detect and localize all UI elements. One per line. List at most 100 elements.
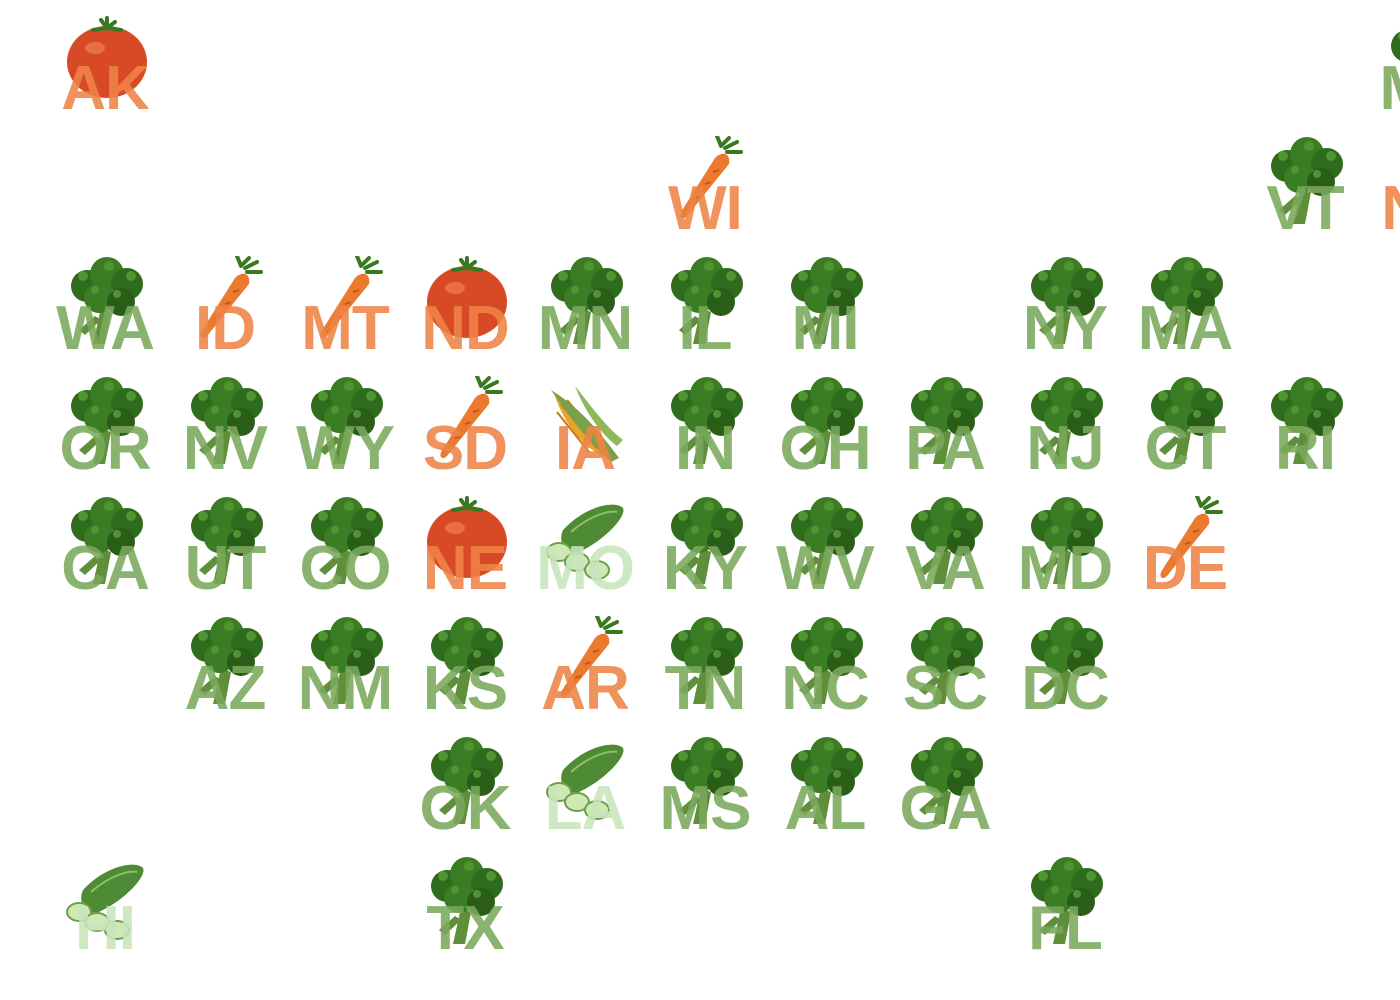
state-tile-ar: AR	[525, 616, 645, 736]
state-abbreviation: DE	[1142, 534, 1228, 603]
state-tile-nh: NH	[1365, 136, 1400, 256]
broccoli-icon	[1025, 376, 1109, 466]
state-abbreviation: UT	[184, 534, 267, 603]
state-tile-ct: CT	[1125, 376, 1245, 496]
state-tile-mi: MI	[765, 256, 885, 376]
state-tile-il: IL	[645, 256, 765, 376]
state-tile-or: OR	[45, 376, 165, 496]
state-tile-md: MD	[1005, 496, 1125, 616]
state-abbreviation: NJ	[1026, 414, 1104, 483]
broccoli-icon	[1145, 376, 1229, 466]
state-abbreviation: GA	[899, 774, 992, 843]
state-abbreviation: TN	[664, 654, 747, 723]
broccoli-icon	[905, 496, 989, 586]
broccoli-icon	[665, 376, 749, 466]
broccoli-icon	[425, 856, 509, 946]
state-abbreviation: RI	[1275, 414, 1336, 483]
broccoli-icon	[1145, 256, 1229, 346]
state-tile-mt: MT	[285, 256, 405, 376]
state-abbreviation: MA	[1137, 294, 1233, 363]
state-tile-pa: PA	[885, 376, 1005, 496]
state-tile-al: AL	[765, 736, 885, 856]
state-abbreviation: VA	[905, 534, 986, 603]
broccoli-icon	[1025, 496, 1109, 586]
state-abbreviation: SC	[902, 654, 988, 723]
broccoli-icon	[305, 376, 389, 466]
broccoli-icon	[785, 376, 869, 466]
tomato-icon	[65, 16, 149, 106]
state-tile-ms: MS	[645, 736, 765, 856]
state-tile-az: AZ	[165, 616, 285, 736]
state-tile-mn: MN	[525, 256, 645, 376]
state-tile-me: ME	[1365, 16, 1400, 136]
state-abbreviation: NE	[422, 534, 508, 603]
broccoli-icon	[545, 256, 629, 346]
broccoli-icon	[1025, 856, 1109, 946]
state-tile-dc: DC	[1005, 616, 1125, 736]
carrot-icon	[305, 256, 389, 346]
broccoli-icon	[305, 496, 389, 586]
broccoli-icon	[185, 376, 269, 466]
broccoli-icon	[785, 736, 869, 826]
state-tile-co: CO	[285, 496, 405, 616]
state-tile-de: DE	[1125, 496, 1245, 616]
broccoli-icon	[185, 496, 269, 586]
state-abbreviation: WA	[56, 294, 155, 363]
state-tile-nj: NJ	[1005, 376, 1125, 496]
broccoli-icon	[1025, 256, 1109, 346]
broccoli-icon	[905, 376, 989, 466]
state-tile-ia: IA	[525, 376, 645, 496]
carrot-icon	[185, 256, 269, 346]
state-abbreviation: AR	[541, 654, 630, 723]
state-abbreviation: NY	[1022, 294, 1108, 363]
state-tile-ca: CA	[45, 496, 165, 616]
state-abbreviation: NM	[297, 654, 393, 723]
state-abbreviation: MS	[659, 774, 752, 843]
state-abbreviation: OH	[779, 414, 872, 483]
broccoli-icon	[65, 256, 149, 346]
state-tile-ne: NE	[405, 496, 525, 616]
state-tile-ma: MA	[1125, 256, 1245, 376]
state-tile-id: ID	[165, 256, 285, 376]
state-tile-wv: WV	[765, 496, 885, 616]
broccoli-icon	[665, 736, 749, 826]
state-tile-ak: AK	[45, 16, 165, 136]
broccoli-icon	[425, 736, 509, 826]
broccoli-icon	[665, 616, 749, 706]
state-abbreviation: IN	[675, 414, 736, 483]
state-tile-ok: OK	[405, 736, 525, 856]
broccoli-icon	[425, 616, 509, 706]
state-tile-wi: WI	[645, 136, 765, 256]
state-tile-vt: VT	[1245, 136, 1365, 256]
state-tile-la: LA	[525, 736, 645, 856]
broccoli-icon	[785, 616, 869, 706]
state-tile-fl: FL	[1005, 856, 1125, 976]
state-tile-sd: SD	[405, 376, 525, 496]
state-tile-tn: TN	[645, 616, 765, 736]
state-abbreviation: HI	[75, 894, 136, 963]
state-tile-ny: NY	[1005, 256, 1125, 376]
broccoli-icon	[65, 496, 149, 586]
state-abbreviation: TX	[426, 894, 504, 963]
broccoli-icon	[1265, 376, 1349, 466]
state-abbreviation: CA	[61, 534, 150, 603]
state-abbreviation: NH	[1355, 178, 1400, 240]
state-abbreviation: WI	[668, 174, 743, 243]
state-abbreviation: AL	[784, 774, 867, 843]
state-abbreviation: LA	[544, 774, 627, 843]
state-tile-sc: SC	[885, 616, 1005, 736]
state-tile-tx: TX	[405, 856, 525, 976]
state-abbreviation: NV	[182, 414, 268, 483]
state-tile-in: IN	[645, 376, 765, 496]
carrot-icon	[425, 376, 509, 466]
state-abbreviation: MN	[537, 294, 633, 363]
state-tile-wa: WA	[45, 256, 165, 376]
state-tile-nv: NV	[165, 376, 285, 496]
tomato-icon	[425, 256, 509, 346]
state-tile-oh: OH	[765, 376, 885, 496]
state-abbreviation: ME	[1355, 58, 1400, 120]
state-abbreviation: VT	[1266, 174, 1344, 243]
state-abbreviation: ND	[421, 294, 510, 363]
broccoli-icon	[905, 616, 989, 706]
